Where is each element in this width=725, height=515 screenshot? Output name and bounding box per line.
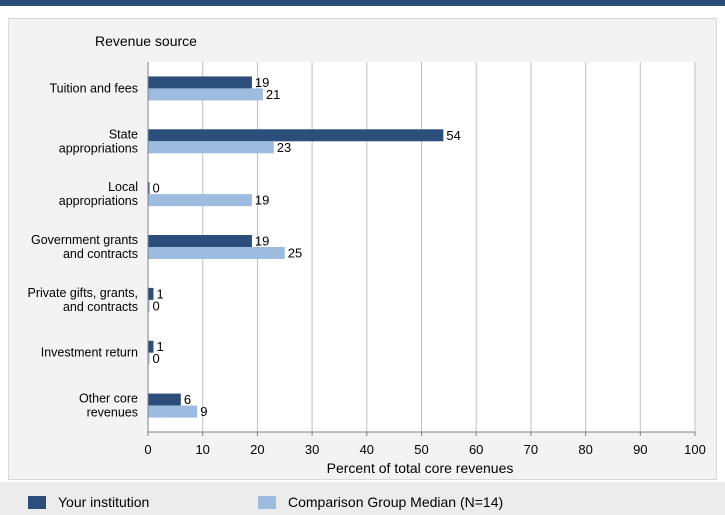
value-label: 54 [446,128,460,143]
value-label: 0 [153,181,160,196]
bar-your-institution [148,129,444,142]
value-label: 1 [156,286,163,301]
category-label: Tuition and fees [50,81,138,95]
value-label: 21 [266,87,280,102]
bar-comparison-median [148,141,274,154]
category-axis-title: Revenue source [95,33,197,49]
legend-swatch-your-institution [28,496,46,509]
category-labels: Tuition and fees State appropriations Local… [28,81,139,419]
legend-swatch-comparison-median [258,496,276,509]
value-label: 0 [153,298,160,313]
value-label: 0 [153,351,160,366]
x-tick-labels: 0 10 20 30 40 50 60 70 80 90 100 [144,442,705,457]
bar-comparison-median [148,352,150,365]
x-axis-title: Percent of total core revenues [327,460,514,476]
value-label: 19 [255,234,269,249]
legend-label-your-institution: Your institution [58,494,150,510]
x-tick-label: 60 [469,442,483,457]
top-accent-bar [0,0,725,6]
value-label: 9 [200,404,207,419]
bar-your-institution [148,76,252,89]
value-label: 19 [255,75,269,90]
x-tick-label: 90 [633,442,647,457]
bar-comparison-median [148,194,252,207]
category-label: Other core revenues [79,392,138,420]
x-tick-label: 10 [195,442,209,457]
x-tick-label: 30 [305,442,319,457]
category-label: Private gifts, grants, and contracts [28,286,138,314]
x-tick-label: 0 [144,442,151,457]
bar-your-institution [148,235,252,247]
bar-comparison-median [148,247,285,259]
bar-your-institution [148,393,181,406]
legend: Your institution Comparison Group Median… [0,482,725,515]
x-tick-label: 80 [578,442,592,457]
x-tick-label: 20 [250,442,264,457]
x-tick-label: 40 [360,442,374,457]
x-tick-label: 100 [684,442,706,457]
bar-comparison-median [148,299,150,312]
category-label: Local appropriations [59,180,138,208]
bar-comparison-median [148,405,198,418]
bar-comparison-median [148,88,263,101]
value-label: 1 [156,339,163,354]
category-label: Investment return [41,346,138,360]
legend-label-comparison-median: Comparison Group Median (N=14) [288,494,504,510]
x-tick-label: 50 [414,442,428,457]
x-tick-label: 70 [524,442,538,457]
value-label: 19 [255,193,269,208]
bars [148,76,444,418]
value-label: 6 [184,392,191,407]
bar-your-institution [148,340,154,353]
value-label: 25 [288,246,302,261]
bar-your-institution [148,182,150,195]
bar-your-institution [148,287,154,300]
value-label: 23 [277,140,291,155]
category-label: State appropriations [59,127,138,155]
category-label: Government grants and contracts [31,233,138,261]
